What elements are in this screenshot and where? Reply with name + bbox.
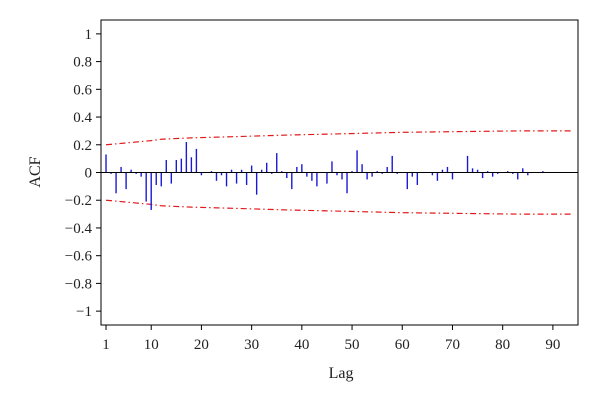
- x-axis-title: Lag: [329, 365, 354, 382]
- y-tick-label: −0.4: [65, 221, 93, 237]
- upper-confidence-bound: [105, 130, 573, 146]
- lower-confidence-bound: [105, 199, 573, 215]
- x-tick-label: 60: [395, 337, 410, 353]
- x-tick-label: 70: [445, 337, 460, 353]
- x-tick-label: 1: [102, 337, 110, 353]
- y-tick-label: 0.6: [73, 82, 92, 98]
- x-tick-label: 40: [294, 337, 309, 353]
- y-tick-label: −0.6: [65, 249, 93, 265]
- x-tick-label: 10: [144, 337, 159, 353]
- y-axis-title: ACF: [27, 156, 44, 187]
- y-tick-label: 0.8: [73, 55, 92, 71]
- y-tick-label: 0: [85, 166, 93, 182]
- y-tick-label: 0.2: [73, 138, 92, 154]
- y-tick-label: 0.4: [73, 110, 92, 126]
- confidence-bounds: [105, 130, 573, 215]
- x-tick-label: 30: [244, 337, 259, 353]
- tick-labels: 1 0.8 0.6 0.4 0.2 0 −0.2 −0.4 −0.6 −0.8 −1 1 10 20 30 4…: [65, 27, 561, 353]
- x-tick-label: 90: [545, 337, 560, 353]
- y-tick-label: −1: [76, 304, 92, 320]
- y-tick-label: 1: [85, 27, 93, 43]
- x-tick-label: 80: [495, 337, 510, 353]
- x-tick-label: 20: [194, 337, 209, 353]
- x-tick-label: 50: [345, 337, 360, 353]
- y-tick-label: −0.8: [65, 276, 92, 292]
- y-tick-label: −0.2: [65, 193, 92, 209]
- acf-bars: [105, 142, 544, 210]
